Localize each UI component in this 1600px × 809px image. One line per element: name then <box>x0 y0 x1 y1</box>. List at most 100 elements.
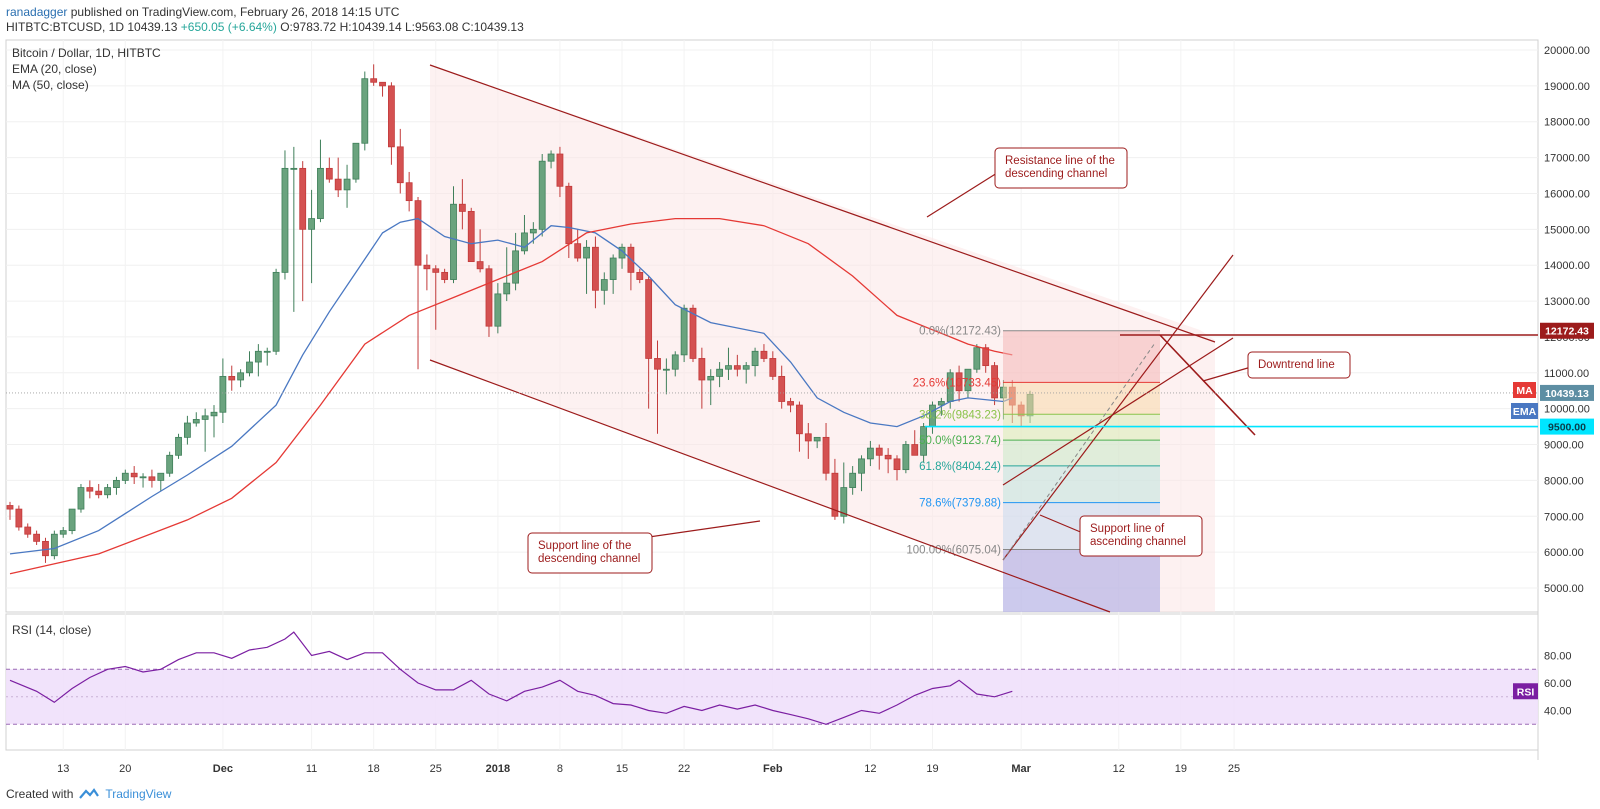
candle-body <box>849 472 857 488</box>
price-tick-label: 10000.00 <box>1544 404 1590 416</box>
badge-9500: 9500.00 <box>1548 422 1586 434</box>
candle-body <box>24 526 32 535</box>
price-tick-label: 11000.00 <box>1544 368 1589 380</box>
candle-body <box>964 368 972 392</box>
price-tick-label: 19000.00 <box>1544 81 1590 93</box>
candle-body <box>796 404 803 435</box>
candle-body <box>503 282 511 295</box>
candle-body <box>210 411 218 417</box>
candle-body <box>68 508 76 532</box>
candle-body <box>290 167 298 170</box>
candle-body <box>733 365 741 370</box>
time-tick-label: Dec <box>213 763 233 775</box>
tradingview-brand[interactable]: TradingView <box>105 787 172 801</box>
symbol-label: HITBTC:BTCUSD, 1D <box>6 20 125 34</box>
open-value: O:9783.72 <box>280 20 337 34</box>
candle-body <box>361 78 369 144</box>
fib-level-label: 100.00%(6075.04) <box>906 544 1001 556</box>
quote-line: HITBTC:BTCUSD, 1D 10439.13 +650.05 (+6.6… <box>6 20 524 34</box>
candle-body <box>804 433 812 442</box>
price-tick-label: 13000.00 <box>1544 296 1590 308</box>
candles <box>6 64 1034 563</box>
created-with-text: Created with <box>6 787 74 801</box>
resistance-callout-text: descending channel <box>1005 168 1107 180</box>
ascending-diagonal <box>1002 342 1156 561</box>
candle-body <box>334 178 342 191</box>
candle-body <box>201 415 209 420</box>
badge-12172-bg <box>1540 322 1594 339</box>
ascending-channel-mid <box>1002 337 1234 486</box>
candle-body <box>556 153 564 187</box>
candle-body <box>982 347 990 367</box>
badge-rsi-bg <box>1513 683 1538 700</box>
tradingview-logo-icon <box>79 788 100 799</box>
candle-body <box>618 246 626 259</box>
fib-zone <box>1003 440 1160 466</box>
candle-body <box>920 426 928 456</box>
time-tick-label: 2018 <box>486 763 510 775</box>
candle-body <box>671 354 679 370</box>
candle-body <box>547 153 555 162</box>
time-tick-label: Feb <box>763 763 783 775</box>
candle-body <box>831 472 839 517</box>
candle-body <box>512 250 519 284</box>
time-tick-label: 18 <box>368 763 380 775</box>
fib-zone <box>1003 382 1160 415</box>
author-link[interactable]: ranadagger <box>6 5 68 19</box>
badge-last-price: 10439.13 <box>1545 388 1589 400</box>
candle-body <box>654 358 661 370</box>
candle-body <box>59 530 67 535</box>
indicators <box>9 217 1013 575</box>
candle-body <box>104 487 111 496</box>
price-tick-label: 6000.00 <box>1544 547 1584 559</box>
ascending-channel-upper <box>1002 254 1234 561</box>
candle-body <box>521 232 528 252</box>
rsi-tick-label: 60.00 <box>1544 678 1572 690</box>
candle-body <box>183 422 191 438</box>
candle-body <box>121 472 129 481</box>
candle-body <box>370 78 378 83</box>
candle-body <box>609 257 617 280</box>
time-tick-label: 19 <box>1175 763 1187 775</box>
badge-last-price-bg <box>1540 384 1594 401</box>
candle-body <box>866 447 874 460</box>
high-value: H:10439.14 <box>339 20 402 34</box>
downtrend-line <box>1159 334 1256 436</box>
badge-ma-bg <box>1513 382 1536 398</box>
candle-body <box>973 347 981 370</box>
candle-body <box>787 401 794 406</box>
candle-body <box>751 350 759 367</box>
time-tick-label: 8 <box>557 763 563 775</box>
badge-ma: MA <box>1516 385 1533 397</box>
time-tick-label: 12 <box>1113 763 1125 775</box>
candle-body <box>840 487 848 517</box>
candle-body <box>423 264 431 270</box>
candle-body <box>698 358 706 381</box>
candle-body <box>281 167 289 273</box>
fib-zone <box>1003 465 1160 503</box>
candle-body <box>760 350 768 359</box>
candle-body <box>911 444 919 456</box>
candle-body <box>778 375 786 402</box>
fib-level-label: 78.6%(7379.88) <box>919 498 1001 510</box>
candle-body <box>875 447 883 456</box>
legend-ma: MA (50, close) <box>12 78 89 92</box>
publication-line: ranadagger published on TradingView.com,… <box>6 5 399 19</box>
time-tick-label: 12 <box>864 763 876 775</box>
candle-body <box>742 365 750 370</box>
candle-body <box>388 85 395 148</box>
time-tick-label: Mar <box>1011 763 1031 775</box>
candle-body <box>458 203 466 212</box>
downtrend-callout-text: Downtrend line <box>1258 359 1335 371</box>
candle-body <box>937 401 945 406</box>
price-chart[interactable]: 0.0%(12172.43) 23.6%(10733.45) 38.2%(9843.… <box>0 38 1600 783</box>
candle-body <box>86 487 94 492</box>
price-tick-label: 14000.00 <box>1544 260 1590 272</box>
price-tick-label: 16000.00 <box>1544 188 1590 200</box>
price-tick-label: 7000.00 <box>1544 511 1584 523</box>
close-value: C:10439.13 <box>461 20 524 34</box>
candle-body <box>192 419 200 424</box>
price-tick-label: 8000.00 <box>1544 475 1584 487</box>
rsi-tick-label: 80.00 <box>1544 651 1572 663</box>
